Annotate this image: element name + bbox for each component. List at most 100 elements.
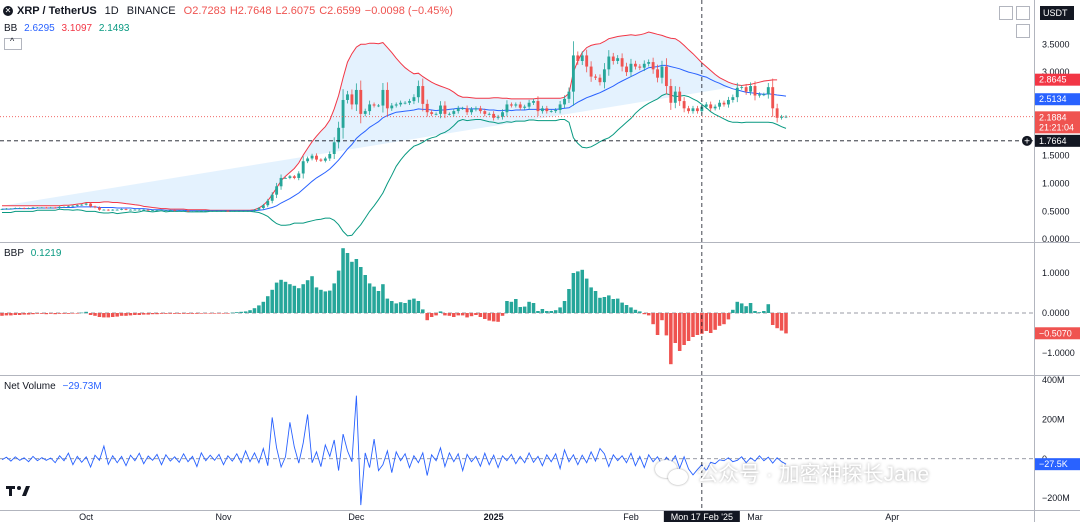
symbol-name[interactable]: XRP / TetherUS — [17, 5, 97, 17]
currency-badge[interactable]: USDT — [1040, 6, 1074, 20]
bbp-bar — [731, 309, 735, 313]
candle-body — [53, 207, 57, 209]
bbp-bar — [584, 278, 589, 313]
candle-body — [452, 111, 456, 114]
candle-body — [332, 142, 336, 154]
bbp-bar — [301, 284, 305, 313]
bbp-bar — [434, 313, 438, 316]
candle-body — [753, 86, 757, 96]
candle-body — [213, 210, 217, 212]
time-axis-label: Mar — [747, 512, 763, 522]
candle-body — [501, 112, 504, 117]
crosshair-layer: Mon 17 Feb '25 + — [0, 0, 1034, 522]
candle-body — [523, 106, 527, 108]
crosshair-date-badge — [663, 511, 740, 522]
bbp-bar — [717, 313, 722, 326]
bbp-bar — [155, 313, 159, 315]
candle-body — [208, 210, 212, 212]
bbp-bar — [682, 313, 686, 345]
toolbar-button-b[interactable] — [1016, 6, 1030, 20]
candle-body — [682, 101, 686, 109]
time-axis-label: Feb — [623, 512, 639, 522]
ohlc-high: H2.7648 — [229, 5, 272, 17]
candle-body — [204, 210, 208, 212]
net-volume-legend[interactable]: Net Volume −29.73M — [4, 381, 106, 392]
candle-body — [80, 204, 84, 206]
candle-body — [261, 205, 265, 209]
candle-body — [310, 155, 314, 159]
bbp-bar — [243, 311, 248, 313]
candle-body — [554, 110, 558, 112]
bbp-bar — [288, 284, 292, 313]
bbp-axis-tick: 0.0000 — [1042, 308, 1070, 318]
bbp-bar — [150, 313, 155, 315]
bbp-bar — [93, 313, 97, 316]
candle-body — [434, 113, 438, 115]
candle-body — [474, 108, 478, 110]
candle-body — [678, 91, 682, 102]
symbol-logo-icon[interactable]: ✕ — [3, 6, 13, 16]
candle-body — [478, 108, 482, 112]
bbp-legend-label: BBP — [4, 248, 25, 259]
price-axis-tick: 1.5000 — [1042, 151, 1070, 161]
candle-body — [625, 66, 628, 73]
candle-body — [191, 211, 194, 213]
bbp-bar — [314, 287, 319, 313]
bbp-bar — [633, 309, 638, 313]
candle-body — [341, 99, 345, 128]
bbp-bar — [75, 313, 80, 314]
bbp-legend[interactable]: BBP 0.1219 — [4, 248, 65, 259]
toolbar-button-a[interactable] — [999, 6, 1013, 20]
candle-body — [731, 97, 735, 100]
bbp-bar — [48, 313, 53, 314]
candle-body — [540, 108, 544, 112]
bbp-bar — [17, 313, 22, 315]
badge-bb-upper-bg — [1035, 73, 1080, 86]
bbp-bar — [44, 313, 49, 315]
candle-body — [749, 86, 753, 92]
candle-body — [638, 66, 642, 68]
bbp-bar — [394, 303, 398, 313]
bbp-axis-tick: −1.0000 — [1042, 348, 1075, 358]
bbp-bar — [297, 288, 301, 313]
interval-label[interactable]: 1D — [104, 5, 119, 17]
toolbar-button-c[interactable] — [1016, 24, 1030, 38]
bb-legend-basis: 2.6295 — [24, 23, 55, 34]
candle-body — [771, 87, 775, 109]
bbp-bar — [452, 313, 456, 317]
bbp-bar — [646, 313, 651, 316]
candle-body — [580, 55, 584, 61]
bbp-bar — [496, 313, 500, 322]
bbp-bar — [181, 313, 186, 314]
candle-body — [629, 63, 633, 73]
tradingview-logo[interactable] — [6, 484, 34, 501]
collapse-legend-button[interactable]: ^ — [4, 36, 22, 50]
candle-body — [9, 208, 13, 210]
bbp-bar — [40, 313, 44, 314]
candle-body — [416, 86, 420, 98]
bbp-axis-tick: 1.0000 — [1042, 268, 1070, 278]
bbp-bar — [217, 313, 221, 314]
candle-body — [363, 111, 367, 114]
candle-body — [527, 102, 531, 107]
bbp-bar — [624, 305, 629, 313]
price-axis-tick: 0.5000 — [1042, 206, 1070, 216]
candle-body — [381, 89, 385, 106]
candle-body — [571, 55, 575, 92]
candle-body — [217, 210, 221, 212]
bbp-bar — [660, 313, 664, 321]
bbp-bar — [35, 313, 40, 314]
bbp-bar — [66, 313, 71, 314]
bb-legend[interactable]: BB 2.6295 3.1097 2.1493 — [4, 23, 133, 34]
bbp-bar — [553, 310, 558, 313]
bbp-bar — [607, 295, 611, 313]
net-volume-legend-value: −29.73M — [62, 381, 102, 392]
bbp-legend-value: 0.1219 — [30, 248, 62, 259]
bbp-bar — [239, 311, 243, 313]
bbp-bar — [456, 313, 460, 316]
candle-body — [735, 87, 739, 98]
bbp-bar — [26, 313, 31, 315]
candle-body — [146, 209, 150, 211]
